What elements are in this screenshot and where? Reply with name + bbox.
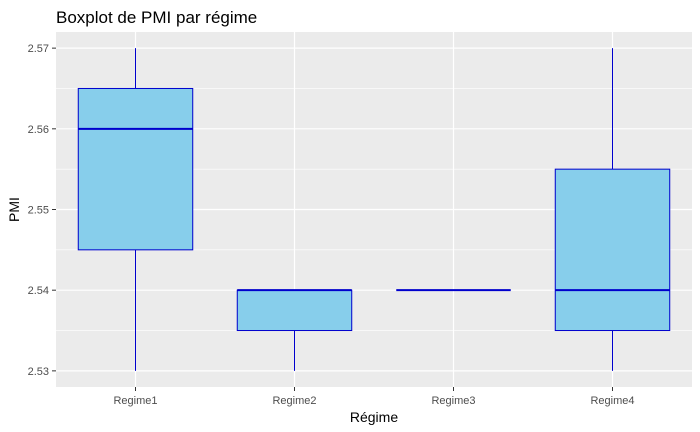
y-tick-label: 2.55	[28, 205, 49, 217]
box-regime4	[554, 48, 671, 371]
y-tick-label: 2.54	[28, 285, 49, 297]
x-tick-label: Regime4	[590, 395, 634, 407]
box-iqr	[77, 87, 194, 251]
y-tick-label: 2.53	[28, 366, 49, 378]
x-tick-label: Regime3	[431, 395, 475, 407]
x-tick-label: Regime1	[113, 395, 157, 407]
y-tick-label: 2.57	[28, 43, 49, 55]
y-tick-label: 2.56	[28, 124, 49, 136]
box-series	[77, 48, 671, 371]
box-regime2	[236, 289, 353, 371]
x-axis-ticks: Regime1 Regime2 Regime3 Regime4	[113, 387, 635, 407]
x-tick-label: Regime2	[272, 395, 316, 407]
y-axis-ticks: 2.53 2.54 2.55 2.56 2.57	[28, 43, 56, 378]
chart-title: Boxplot de PMI par régime	[56, 8, 257, 27]
y-axis-title: PMI	[6, 197, 22, 222]
x-axis-title: Régime	[350, 409, 398, 425]
box-regime1	[77, 48, 194, 371]
box-iqr	[554, 168, 671, 332]
box-iqr	[236, 289, 353, 332]
